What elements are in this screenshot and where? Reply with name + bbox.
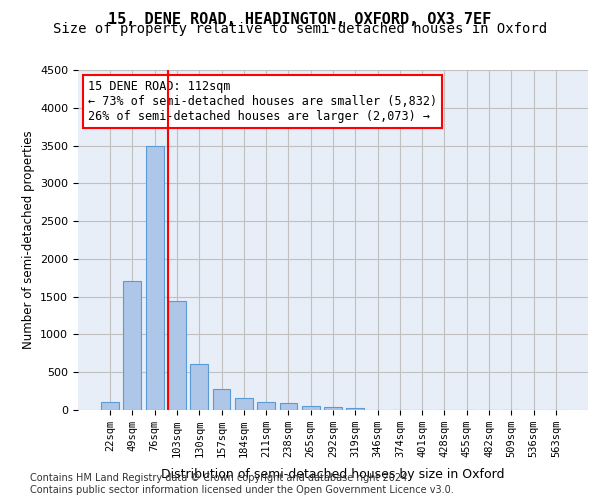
Bar: [346, 408, 364, 410]
Y-axis label: Number of semi-detached properties: Number of semi-detached properties: [22, 130, 35, 350]
Bar: [280, 403, 298, 410]
Bar: [212, 389, 230, 410]
Text: 15, DENE ROAD, HEADINGTON, OXFORD, OX3 7EF: 15, DENE ROAD, HEADINGTON, OXFORD, OX3 7…: [109, 12, 491, 28]
Bar: [324, 406, 342, 410]
Bar: [146, 146, 164, 410]
Text: 15 DENE ROAD: 112sqm
← 73% of semi-detached houses are smaller (5,832)
26% of se: 15 DENE ROAD: 112sqm ← 73% of semi-detac…: [88, 80, 437, 123]
Text: Contains HM Land Registry data © Crown copyright and database right 2024.
Contai: Contains HM Land Registry data © Crown c…: [30, 474, 454, 495]
Bar: [101, 402, 119, 410]
X-axis label: Distribution of semi-detached houses by size in Oxford: Distribution of semi-detached houses by …: [161, 468, 505, 481]
Text: Size of property relative to semi-detached houses in Oxford: Size of property relative to semi-detach…: [53, 22, 547, 36]
Bar: [235, 398, 253, 410]
Bar: [190, 364, 208, 410]
Bar: [257, 402, 275, 410]
Bar: [168, 301, 186, 410]
Bar: [124, 281, 142, 410]
Bar: [302, 406, 320, 410]
